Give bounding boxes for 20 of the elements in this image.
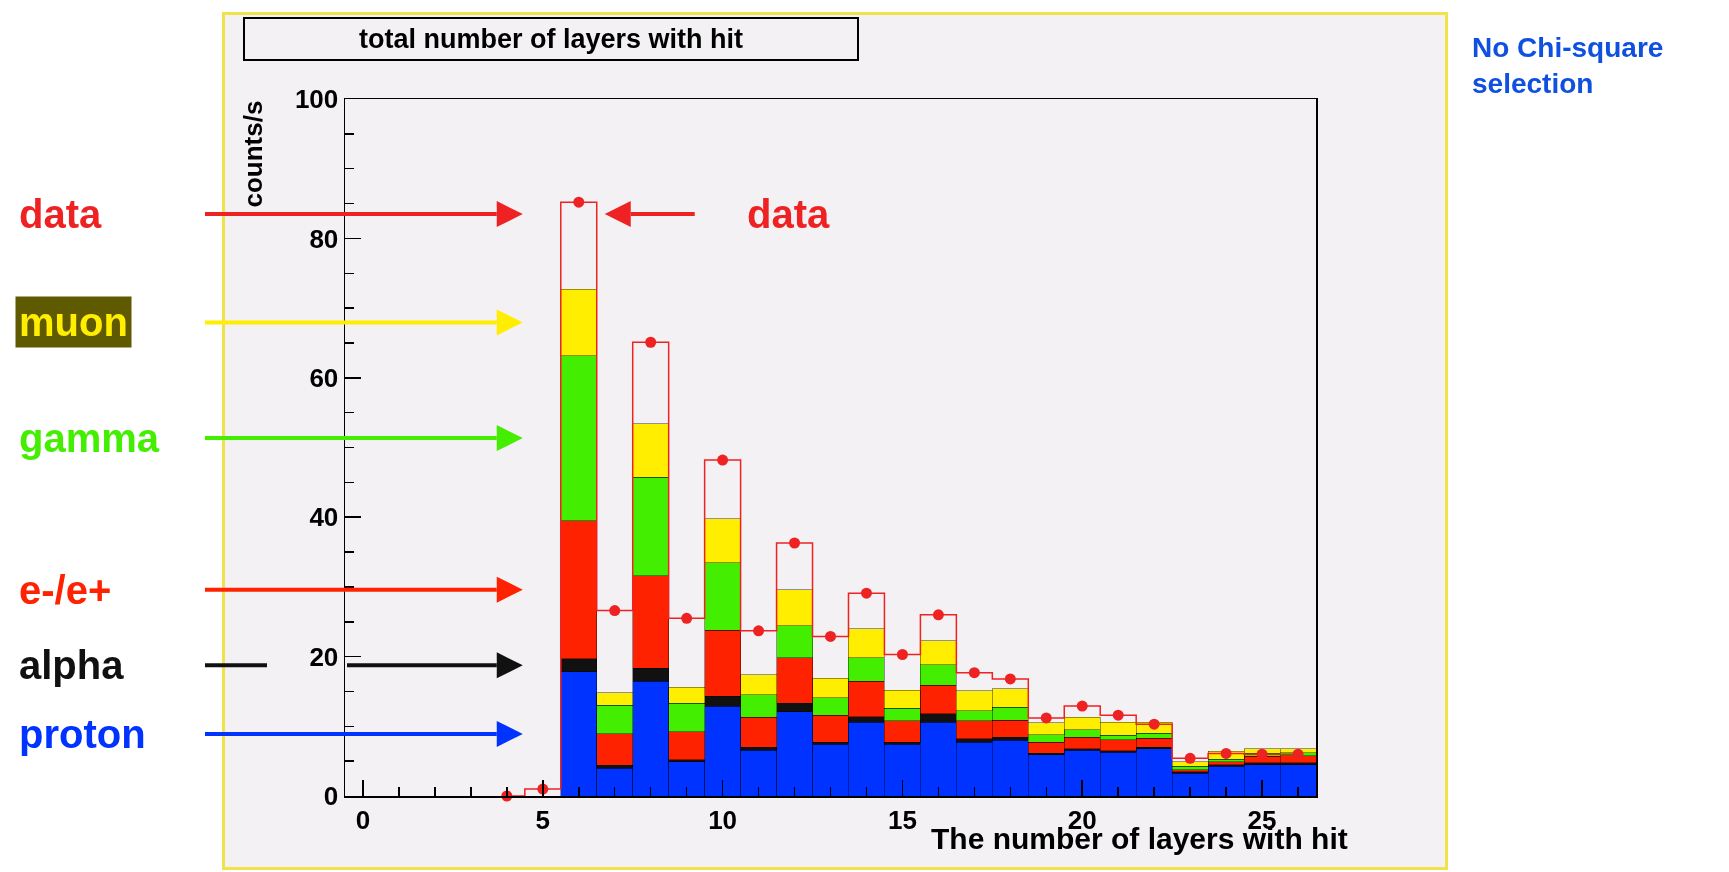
- x-tick-label: 5: [535, 804, 551, 835]
- chart-title: total number of layers with hit: [358, 24, 744, 54]
- x-tick-label: 10: [708, 804, 738, 835]
- x-tick-label: 15: [887, 804, 917, 835]
- text: e-/e+: [19, 568, 112, 612]
- y-tick-label: 80: [309, 223, 339, 254]
- text: data: [19, 192, 102, 236]
- text: gamma: [19, 416, 160, 460]
- y-tick-label: 100: [294, 84, 339, 115]
- text: No Chi-square selection: [1472, 32, 1664, 100]
- y-tick-label: 0: [323, 781, 339, 812]
- annotation: data: [747, 192, 830, 236]
- y-axis-title: counts/s: [237, 100, 268, 208]
- y-tick-label: 60: [309, 362, 339, 393]
- y-tick-label: 20: [309, 641, 339, 672]
- legend-label: alpha: [19, 643, 125, 687]
- text: muon: [19, 300, 128, 344]
- x-tick-label: 0: [355, 804, 371, 835]
- text: proton: [19, 712, 146, 756]
- y-tick-label: 40: [309, 502, 339, 533]
